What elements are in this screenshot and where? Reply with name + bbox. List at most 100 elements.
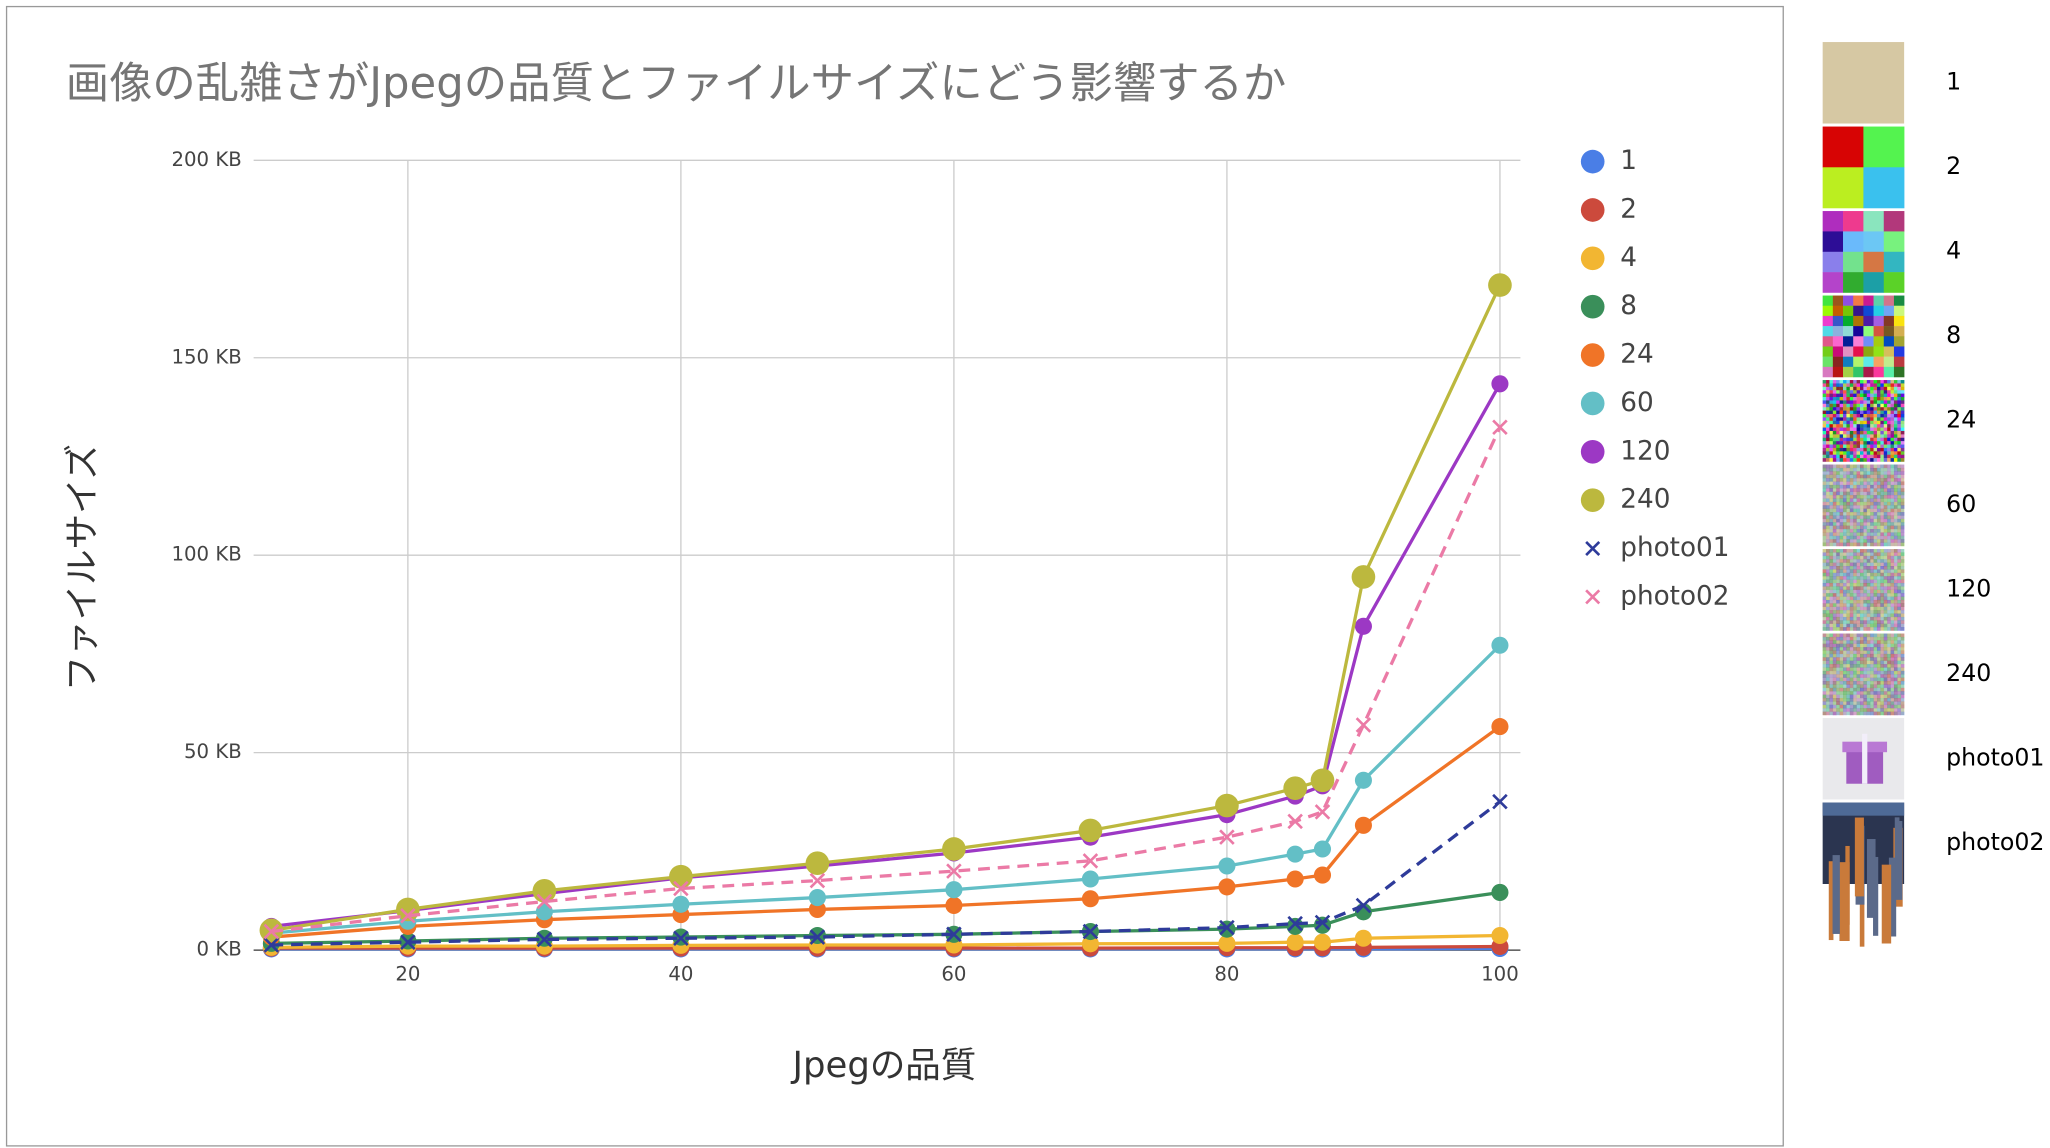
- thumbnail-cell: [1900, 542, 1905, 547]
- thumbnail-cell: [1856, 430, 1861, 435]
- thumbnail-cell: [1887, 650, 1891, 655]
- point-marker: [1219, 829, 1235, 845]
- thumbnail-cell: [1843, 495, 1847, 499]
- thumbnail-cell: [1887, 447, 1891, 452]
- thumbnail-cell: [1873, 434, 1878, 439]
- thumbnail-cell: [1860, 667, 1864, 672]
- thumbnail-cell: [1866, 681, 1871, 685]
- thumbnail-cell: [1883, 336, 1895, 347]
- thumbnail-cell: [1849, 633, 1854, 638]
- thumbnail-cell: [1873, 698, 1878, 702]
- thumbnail-cell: [1890, 582, 1895, 587]
- thumbnail-cell: [1839, 393, 1844, 398]
- thumbnail-cell: [1836, 542, 1840, 547]
- thumbnail-cell: [1883, 454, 1888, 459]
- thumbnail-cell: [1883, 505, 1888, 509]
- thumbnail-cell: [1826, 539, 1830, 543]
- thumbnail: [1822, 211, 1905, 293]
- thumbnail-cell: [1863, 467, 1868, 472]
- thumbnail-cell: [1856, 380, 1861, 384]
- thumbnail-cell: [1897, 512, 1902, 516]
- thumbnail-cell: [1876, 454, 1881, 459]
- thumbnail-cell: [1843, 393, 1847, 398]
- thumbnail-cell: [1866, 400, 1871, 405]
- thumbnail-cell: [1839, 610, 1844, 614]
- thumbnail-cell: [1893, 295, 1905, 306]
- thumbnail-cell: [1843, 481, 1847, 486]
- thumbnail-cell: [1897, 464, 1902, 469]
- thumbnail-cell: [1876, 701, 1881, 706]
- thumbnail-cell: [1897, 627, 1902, 631]
- thumbnail-cell: [1880, 616, 1885, 621]
- thumbnail-cell: [1900, 467, 1905, 472]
- thumbnail-cell: [1853, 437, 1857, 442]
- thumbnail-cell: [1873, 586, 1878, 591]
- thumbnail-cell: [1883, 211, 1905, 232]
- thumbnail-cell: [1866, 417, 1871, 422]
- thumbnail-cell: [1866, 444, 1871, 449]
- thumbnail-cell: [1853, 708, 1857, 712]
- thumbnail-cell: [1822, 647, 1827, 651]
- thumbnail-cell: [1890, 407, 1895, 411]
- thumbnail-cell: [1873, 687, 1878, 692]
- thumbnail-cell: [1890, 390, 1895, 394]
- thumbnail-cell: [1883, 529, 1888, 533]
- thumbnail-cell: [1880, 525, 1885, 530]
- thumbnail-cell: [1836, 640, 1840, 644]
- thumbnail-cell: [1883, 664, 1888, 668]
- point-marker: [1081, 935, 1099, 953]
- thumbnail-cell: [1880, 681, 1885, 685]
- thumbnail-cell: [1890, 413, 1895, 418]
- thumbnail-cell: [1893, 610, 1898, 614]
- thumbnail-cell: [1856, 599, 1861, 604]
- thumbnail-cell: [1826, 420, 1830, 425]
- thumbnail-cell: [1853, 515, 1857, 520]
- point-marker: [1283, 776, 1308, 801]
- thumbnail-cell: [1856, 691, 1861, 695]
- thumbnail-cell: [1883, 366, 1895, 378]
- thumbnail-cell: [1822, 424, 1827, 428]
- thumbnail-cell: [1843, 552, 1847, 557]
- thumbnail-cell: [1843, 498, 1847, 503]
- thumbnail-cell: [1870, 586, 1874, 591]
- thumbnail-cell: [1873, 515, 1878, 520]
- thumbnail-cell: [1893, 623, 1898, 628]
- thumbnail-cell: [1863, 498, 1868, 503]
- thumbnail-cell: [1863, 529, 1868, 533]
- thumbnail-cell: [1860, 430, 1864, 435]
- thumbnail-cell: [1870, 380, 1874, 384]
- thumbnail-cell: [1832, 606, 1837, 611]
- thumbnail-cell: [1856, 454, 1861, 459]
- thumbnail-cell: [1853, 549, 1857, 553]
- thumbnail-cell: [1876, 627, 1881, 631]
- thumbnail-cell: [1883, 484, 1888, 489]
- thumbnail-cell: [1839, 444, 1844, 449]
- thumbnail-cell: [1846, 529, 1851, 533]
- thumbnail-cell: [1893, 647, 1898, 651]
- thumbnail-cell: [1836, 386, 1840, 391]
- thumbnail-cell: [1870, 529, 1874, 533]
- thumbnail-cell: [1836, 701, 1840, 706]
- thumbnail-cell: [1876, 525, 1881, 530]
- thumbnail-cell: [1883, 407, 1888, 411]
- thumbnail-cell: [1836, 633, 1840, 638]
- thumbnail-cell: [1863, 681, 1868, 685]
- point-marker: [1354, 771, 1372, 789]
- thumbnail-cell: [1832, 552, 1837, 557]
- thumbnail-cell: [1836, 698, 1840, 702]
- x-tick-label: 100: [1481, 963, 1519, 986]
- thumbnail-cell: [1853, 444, 1857, 449]
- thumbnail-cell: [1863, 444, 1868, 449]
- thumbnail-cell: [1826, 390, 1830, 394]
- thumbnail-cell: [1900, 474, 1905, 479]
- thumbnail-cell: [1883, 478, 1888, 482]
- thumbnail-cell: [1832, 566, 1837, 570]
- thumbnail-cell: [1843, 403, 1847, 408]
- thumbnail-cell: [1836, 430, 1840, 435]
- series: [262, 636, 1509, 942]
- thumbnail-cell: [1890, 397, 1895, 401]
- thumbnail-cell: [1826, 542, 1830, 547]
- thumbnail-cell: [1890, 552, 1895, 557]
- thumbnail-cell: [1853, 532, 1857, 537]
